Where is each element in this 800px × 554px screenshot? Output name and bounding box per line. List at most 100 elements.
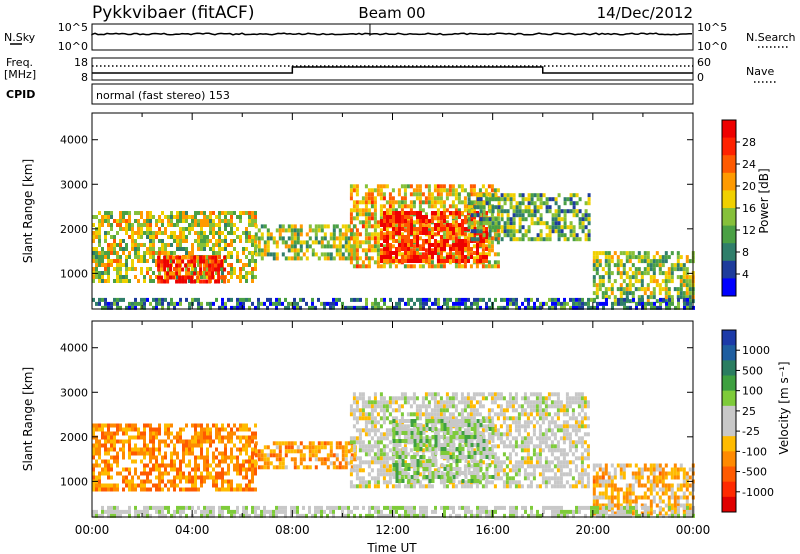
heatmap-cell [449, 297, 452, 302]
heatmap-cell [338, 228, 342, 233]
heatmap-cell [143, 447, 146, 452]
heatmap-cell [107, 279, 110, 283]
heatmap-cell [580, 480, 584, 485]
heatmap-cell [463, 196, 467, 201]
heatmap-cell [344, 232, 348, 237]
heatmap-cell [515, 297, 518, 302]
heatmap-cell [668, 305, 671, 310]
heatmap-cell [464, 227, 467, 231]
heatmap-cell [230, 427, 233, 432]
heatmap-cell [191, 251, 194, 255]
heatmap-cell [358, 464, 362, 469]
nsky-trace [91, 24, 693, 36]
heatmap-cell [212, 223, 215, 227]
heatmap-cell [98, 227, 101, 231]
heatmap-cell [143, 223, 146, 227]
heatmap-cell [463, 208, 467, 213]
heatmap-cell [499, 408, 503, 413]
heatmap-cell [104, 471, 107, 476]
heatmap-cell [572, 209, 576, 214]
heatmap-cell [506, 193, 510, 198]
heatmap-cell [431, 255, 434, 259]
heatmap-cell [338, 248, 342, 253]
heatmap-cell [538, 412, 542, 417]
heatmap-cell [382, 436, 386, 441]
heatmap-cell [373, 196, 377, 201]
heatmap-cell [445, 448, 449, 453]
heatmap-cell [197, 263, 200, 267]
heatmap-cell [128, 223, 131, 227]
heatmap-cell [344, 236, 348, 241]
heatmap-cell [296, 240, 300, 245]
heatmap-cell [254, 247, 257, 251]
heatmap-cell [146, 267, 149, 271]
heatmap-cell [580, 396, 584, 401]
heatmap-cell [557, 297, 560, 302]
heatmap-cell [203, 439, 206, 444]
heatmap-cell [245, 279, 248, 283]
heatmap-cell [98, 479, 101, 484]
heatmap-cell [598, 287, 602, 292]
heatmap-cell [140, 479, 143, 484]
heatmap-cell [203, 231, 206, 235]
heatmap-cell [410, 297, 413, 302]
heatmap-cell [520, 436, 524, 441]
heatmap-cell [592, 283, 596, 288]
heatmap-cell [454, 216, 458, 221]
heatmap-cell [496, 392, 500, 397]
heatmap-cell [622, 263, 626, 268]
heatmap-cell [373, 460, 377, 465]
heatmap-cell [515, 209, 519, 214]
heatmap-cell [415, 232, 419, 237]
heatmap-cell [215, 431, 218, 436]
heatmap-cell [388, 456, 392, 461]
heatmap-cell [554, 209, 558, 214]
heatmap-cell [403, 392, 407, 397]
heatmap-cell [560, 305, 563, 310]
heatmap-cell [499, 460, 503, 465]
heatmap-cell [257, 252, 261, 257]
heatmap-cell [143, 467, 146, 472]
heatmap-cell [508, 456, 512, 461]
heatmap-cell [191, 223, 194, 227]
heatmap-cell [430, 416, 434, 421]
heatmap-cell [164, 427, 167, 432]
heatmap-cell [569, 305, 572, 310]
heatmap-cell [140, 227, 143, 231]
heatmap-cell [391, 256, 395, 261]
heatmap-cell [404, 301, 407, 306]
heatmap-cell [338, 256, 342, 261]
heatmap-cell [373, 484, 377, 489]
heatmap-cell [466, 236, 470, 241]
heatmap-cell [224, 471, 227, 476]
heatmap-cell [242, 301, 245, 306]
heatmap-cell [278, 224, 282, 229]
nsearch-label: N.Search [746, 31, 796, 44]
heatmap-cell [536, 221, 540, 226]
heatmap-cell [370, 400, 374, 405]
heatmap-cell [119, 297, 122, 302]
heatmap-cell [104, 219, 107, 223]
heatmap-cell [155, 447, 158, 452]
heatmap-cell [523, 420, 527, 425]
heatmap-cell [98, 235, 101, 239]
heatmap-cell [440, 235, 443, 239]
heatmap-cell [134, 267, 137, 271]
heatmap-cell [628, 251, 632, 256]
heatmap-cell [134, 467, 137, 472]
heatmap-cell [377, 301, 380, 306]
heatmap-cell [565, 396, 569, 401]
heatmap-cell [541, 436, 545, 441]
heatmap-cell [101, 483, 104, 488]
heatmap-cell [371, 301, 374, 306]
heatmap-cell [442, 208, 446, 213]
heatmap-cell [521, 197, 525, 202]
heatmap-cell [442, 420, 446, 425]
heatmap-cell [125, 219, 128, 223]
heatmap-cell [170, 211, 173, 215]
heatmap-cell [538, 416, 542, 421]
heatmap-cell [661, 287, 665, 292]
heatmap-cell [206, 423, 209, 428]
heatmap-cell [104, 267, 107, 271]
heatmap-cell [149, 301, 152, 306]
